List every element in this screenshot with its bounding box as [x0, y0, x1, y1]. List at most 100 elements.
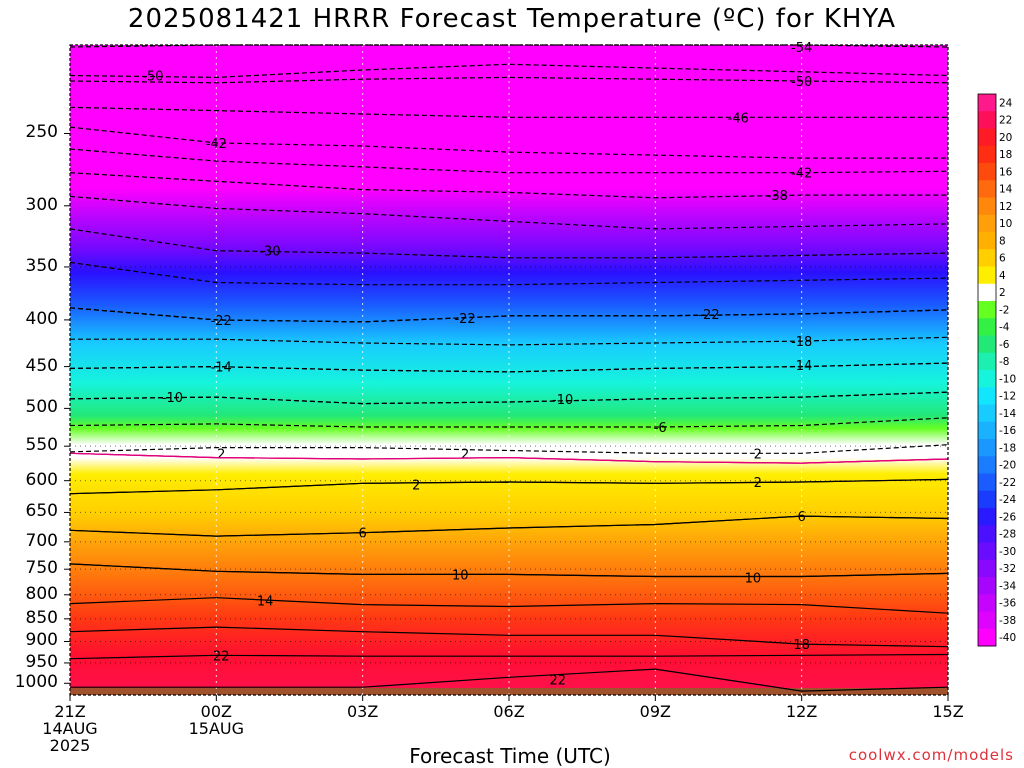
- isotherm-label: -6: [654, 421, 667, 436]
- colorbar-swatch: [978, 559, 996, 578]
- y-tick-label: 850: [25, 607, 58, 628]
- colorbar-label: -26: [999, 511, 1016, 523]
- isotherm-label: -22: [211, 314, 232, 329]
- colorbar-swatch: [978, 594, 996, 612]
- y-tick-label: 500: [25, 397, 58, 418]
- isotherm-label: -22: [454, 312, 475, 327]
- colorbar-label: -30: [999, 546, 1016, 558]
- colorbar-label: 12: [999, 201, 1012, 213]
- colorbar-frame: [977, 93, 997, 647]
- y-tick-label: 950: [25, 651, 58, 672]
- x-tick-label: 12Z: [785, 702, 818, 721]
- colorbar-label: -38: [999, 615, 1016, 627]
- colorbar-swatch: [978, 387, 996, 405]
- colorbar-swatch: [978, 628, 996, 647]
- colorbar-swatch: [978, 163, 996, 181]
- colorbar-swatch: [978, 249, 996, 267]
- x-tick-label: 06Z: [493, 702, 525, 721]
- isotherm-label: -38: [767, 189, 788, 204]
- y-tick-label: 750: [25, 558, 58, 579]
- y-tick-label: 700: [25, 530, 58, 551]
- isotherm-line: [69, 76, 949, 84]
- colorbar-swatch: [978, 473, 996, 492]
- colorbar-label: -28: [999, 529, 1016, 541]
- isotherm-label: -50: [142, 70, 163, 85]
- colorbar-label: -20: [999, 460, 1016, 472]
- colorbar-label: 18: [999, 149, 1012, 161]
- isotherm-line: [70, 336, 949, 346]
- isotherm-line: [69, 391, 949, 405]
- isotherm-label: -10: [552, 393, 573, 408]
- colorbar-swatch: [978, 577, 996, 595]
- isotherm-label: 22: [550, 673, 567, 688]
- colorbar-swatch: [978, 111, 996, 129]
- x-tick-label: 09Z: [639, 702, 671, 721]
- colorbar-label: -12: [999, 391, 1016, 403]
- y-tick-label: 250: [25, 122, 58, 143]
- isotherm-label: 18: [793, 638, 810, 653]
- isotherm-label: -54: [791, 41, 812, 56]
- isotherm-label: 2: [461, 447, 469, 462]
- isotherm-line: [69, 307, 949, 323]
- colorbar-label: 4: [999, 270, 1006, 282]
- isotherm-label: -18: [791, 335, 812, 350]
- colorbar-label: -32: [999, 563, 1016, 575]
- isotherm-line: [69, 261, 949, 286]
- colorbar-label: -2: [999, 304, 1009, 316]
- colorbar-swatch: [978, 283, 996, 302]
- colorbar-label: -36: [999, 598, 1016, 610]
- colorbar-swatch: [978, 232, 996, 250]
- isotherm-label: 2: [412, 479, 420, 494]
- isotherm-line: [69, 563, 949, 578]
- isotherm-label: -14: [211, 361, 232, 376]
- isotherm-line: [69, 653, 949, 660]
- colorbar-swatch: [978, 525, 996, 543]
- colorbar-swatch: [978, 404, 996, 423]
- isotherm-line: [69, 626, 949, 648]
- colorbar-swatch: [978, 456, 996, 474]
- isotherm-label: -42: [791, 167, 812, 182]
- colorbar-label: 8: [999, 235, 1006, 247]
- colorbar-swatch: [978, 370, 996, 388]
- isotherm-line: [69, 172, 948, 199]
- x-axis-label: Forecast Time (UTC): [409, 744, 611, 768]
- colorbar-label: -22: [999, 477, 1016, 489]
- isotherm-line: [69, 417, 949, 428]
- isotherm-label: 14: [257, 595, 274, 610]
- isotherm-label: -46: [728, 111, 749, 126]
- isotherm-label: -14: [791, 359, 812, 374]
- colorbar-swatch: [978, 352, 996, 371]
- colorbar-label: 2: [999, 287, 1006, 299]
- y-tick-label: 450: [25, 355, 58, 376]
- isotherm-label: 6: [798, 510, 806, 525]
- isotherm-line: [69, 478, 949, 495]
- colorbar-label: -14: [999, 408, 1016, 420]
- y-tick-label: 600: [25, 469, 58, 490]
- colorbar-swatch: [978, 266, 996, 285]
- y-tick-label: 800: [25, 583, 58, 604]
- isotherm-line: [69, 515, 949, 537]
- isotherm-label: -10: [162, 391, 183, 406]
- isotherm-label: 2: [754, 447, 762, 462]
- isotherm-line: [69, 106, 948, 118]
- colorbar-label: 24: [999, 97, 1013, 109]
- colorbar-label: 10: [999, 218, 1012, 230]
- isotherm-label: -30: [259, 245, 280, 260]
- colorbar-swatch: [978, 128, 996, 147]
- colorbar-swatch: [978, 421, 996, 440]
- y-tick-label: 1000: [14, 672, 58, 693]
- y-tick-label: 550: [25, 435, 58, 456]
- isotherm-line: [69, 362, 949, 373]
- x-tick-label: 21Z 14AUG 2025: [42, 702, 98, 755]
- colorbar-swatch: [978, 318, 996, 336]
- isotherm-line: [69, 148, 949, 174]
- isotherm-label: 2: [217, 447, 225, 462]
- colorbar-label: 22: [999, 115, 1012, 127]
- colorbar-swatch: [978, 335, 996, 354]
- y-tick-label: 650: [25, 501, 58, 522]
- colorbar-label: 20: [999, 132, 1012, 144]
- colorbar-label: -8: [999, 356, 1009, 368]
- isotherm-label: 2: [754, 476, 762, 491]
- isotherm-label: -42: [206, 137, 227, 152]
